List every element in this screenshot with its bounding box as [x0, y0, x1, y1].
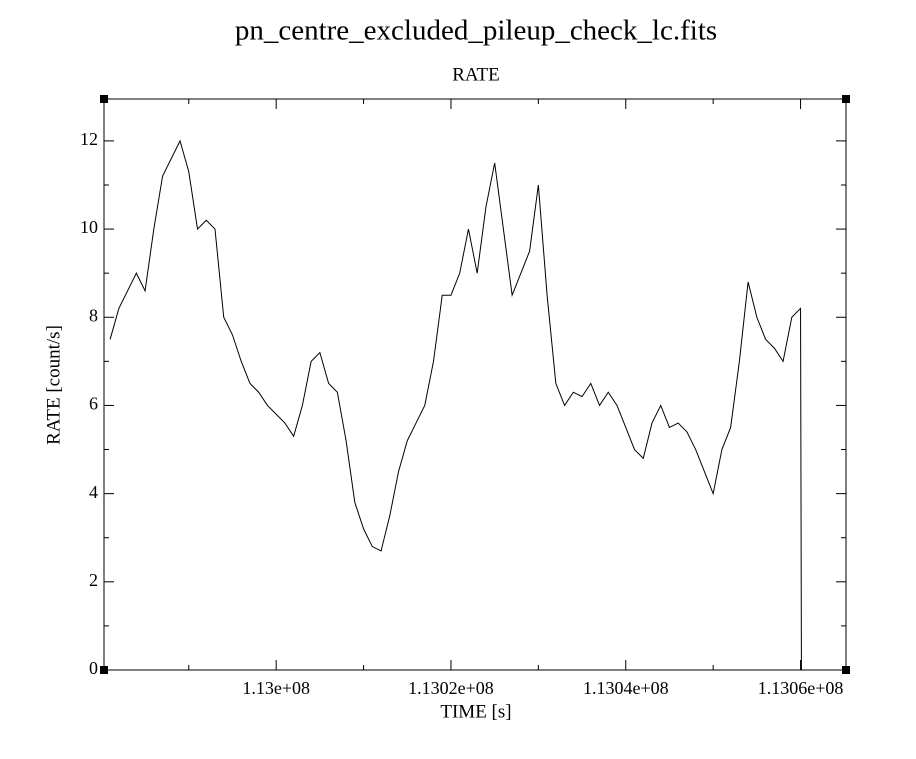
y-tick-label: 6: [89, 394, 98, 414]
x-tick-label: 1.1306e+08: [758, 678, 844, 698]
plot-frame: [103, 98, 847, 671]
corner: [100, 95, 108, 103]
chart-title: pn_centre_excluded_pileup_check_lc.fits: [235, 15, 717, 47]
corner: [842, 95, 850, 103]
chart-subtitle: RATE: [452, 64, 500, 85]
x-tick-label: 1.1302e+08: [408, 678, 494, 698]
y-tick-label: 2: [89, 570, 98, 590]
x-tick-label: 1.1304e+08: [583, 678, 669, 698]
y-tick-label: 0: [89, 658, 98, 678]
y-axis-label: RATE [count/s]: [43, 325, 64, 445]
y-tick-label: 10: [80, 217, 98, 237]
x-tick-label: 1.13e+08: [242, 678, 310, 698]
y-tick-label: 4: [89, 482, 98, 502]
y-tick-label: 8: [89, 305, 98, 325]
line-series: [109, 139, 802, 671]
y-tick-label: 12: [80, 129, 98, 149]
x-axis-label: TIME [s]: [440, 701, 511, 722]
